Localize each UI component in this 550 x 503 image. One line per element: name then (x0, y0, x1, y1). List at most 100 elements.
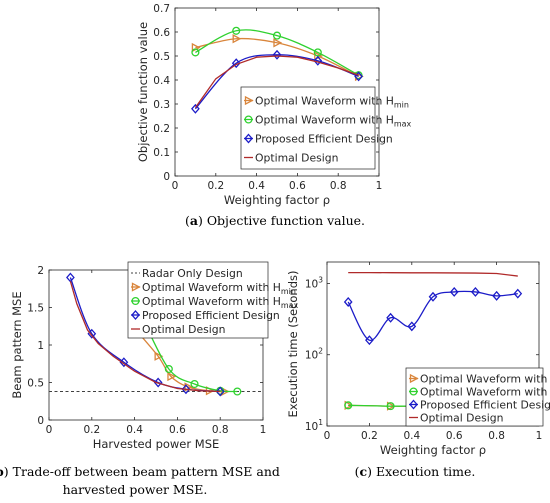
data-point-ped (119, 357, 129, 368)
legend-label-ped: Proposed Efficient Design (255, 133, 393, 146)
x-tick-label: 0.4 (403, 430, 420, 442)
y-axis-label: Execution time (Seconds) (286, 270, 300, 417)
data-point-hmin (167, 371, 177, 382)
legend-marker-hmin (131, 282, 141, 292)
y-tick-label: 0.5 (153, 51, 170, 63)
x-tick-label: 1 (260, 424, 267, 436)
x-axis-label: Weighting factor ρ (380, 443, 486, 457)
legend-label-hmax: Optimal Waveform with Hmax (255, 114, 412, 129)
data-point-ped (153, 377, 163, 388)
data-point-ped (215, 386, 225, 397)
y-tick-label: 0.3 (153, 99, 170, 111)
x-tick-label: 0 (172, 180, 179, 192)
legend-label-hmin: Optimal Waveform with Hmin (142, 281, 296, 296)
data-point-ped (343, 296, 353, 307)
series-line-hmax (140, 314, 238, 393)
data-point-ped (492, 290, 501, 301)
x-tick-label: 0 (46, 424, 53, 436)
series-line-opt (348, 271, 518, 277)
x-tick-label: 1 (376, 180, 383, 192)
data-point-hmin (273, 38, 283, 48)
legend-label-opt: Optimal Design (142, 323, 225, 336)
data-point-ped (365, 335, 374, 346)
series-line-hmin (195, 37, 359, 77)
x-tick-label: 0.8 (330, 180, 347, 192)
legend-box (405, 367, 544, 427)
y-tick-label: 0.6 (153, 27, 170, 39)
legend-marker-ped (131, 310, 140, 320)
legend-label-hmin: Optimal Waveform with Hmin (255, 95, 409, 110)
x-tick-label: 0.8 (212, 424, 229, 436)
legend-marker-hmin (244, 95, 254, 106)
x-tick-label: 0.6 (446, 430, 463, 442)
data-point-ped (272, 49, 282, 60)
panel-b-tradeoff: 0 0.2 0.4 0.6 0.8 1 0 0.5 1 1.5 2 Harvested power M… (10, 261, 299, 451)
y-tick-label: 102 (305, 347, 323, 362)
legend-label-opt: Optimal Design (255, 152, 338, 165)
caption-c: (c) Execution time. (355, 464, 476, 479)
data-point-hmax (191, 48, 200, 57)
y-tick-label: 103 (305, 275, 323, 290)
data-point-hmax (313, 48, 322, 57)
x-axis-label: Harvested power MSE (93, 437, 220, 451)
data-point-ped (191, 103, 200, 114)
data-point-ped (449, 286, 459, 297)
legend-marker-hmax (244, 115, 253, 124)
legend-marker-hmin (409, 373, 419, 384)
legend-label-hmin: Optimal Waveform with Hmin (420, 373, 550, 388)
y-tick-label: 101 (305, 418, 323, 433)
x-tick-label: 0.4 (126, 424, 143, 436)
legend-label-opt: Optimal Design (420, 412, 503, 425)
x-tick-label: 0.2 (83, 424, 100, 436)
y-tick-label: 0.7 (153, 3, 170, 15)
caption-b-line1: (b) Trade-off between beam pattern MSE a… (0, 464, 280, 479)
data-point-hmax (233, 387, 242, 396)
series-line-opt (194, 55, 359, 108)
legend-label-ped: Proposed Efficient Design (142, 309, 280, 322)
y-axis-label: Objective function value (136, 22, 150, 162)
data-point-hmax (190, 379, 199, 389)
y-tick-label: 0.1 (153, 147, 170, 159)
data-point-ped (354, 71, 363, 82)
panel-c-execution-time: 0 0.2 0.4 0.6 0.8 1 101 102 103 Weighting factor … (286, 261, 550, 457)
y-tick-label: 1.5 (27, 303, 44, 315)
x-tick-label: 0.8 (488, 430, 505, 442)
x-tick-label: 0.2 (361, 430, 378, 442)
data-point-hmax (386, 402, 395, 411)
series-line-ped (194, 54, 359, 110)
series-line-hmax (195, 29, 359, 76)
x-tick-label: 0.4 (248, 180, 265, 192)
plot-frame-a (174, 7, 380, 177)
caption-b-line2: harvested power MSE. (63, 482, 208, 497)
x-tick-label: 1 (536, 430, 543, 442)
legend-marker-ped (409, 399, 418, 410)
series-line-ped (347, 290, 518, 341)
panel-a-objective-function: 0 0.2 0.4 0.6 0.8 1 0 0.1 0.2 0.3 0.4 0.5 0.6 0.7 Weig… (136, 3, 412, 207)
data-point-hmax (344, 401, 353, 410)
legend-marker-hmax (131, 296, 140, 306)
data-point-ped (181, 384, 191, 395)
x-axis-label: Weighting factor ρ (224, 193, 330, 207)
data-point-hmin (232, 34, 242, 44)
legend-box (127, 261, 269, 339)
y-tick-label: 1 (37, 340, 44, 352)
data-point-ped (428, 291, 438, 302)
data-point-hmax (272, 31, 282, 40)
data-point-ped (231, 58, 241, 69)
y-axis-label: Beam pattern MSE (10, 291, 24, 398)
legend-box (240, 86, 376, 170)
legend-a: Optimal Waveform with Hmin Optimal Wavefo… (240, 86, 412, 170)
series-line-opt (69, 281, 221, 393)
x-tick-label: 0.6 (169, 424, 186, 436)
data-point-hmin (154, 351, 164, 361)
legend-label-hmax: Optimal Waveform with Hmax (142, 295, 299, 310)
legend-label-hmax: Optimal Waveform with Hmax (420, 386, 550, 401)
y-tick-label: 0.2 (153, 123, 170, 135)
data-point-ped (386, 312, 395, 323)
data-point-hmax (232, 26, 241, 35)
y-tick-label: 2 (37, 265, 44, 277)
x-tick-label: 0 (324, 430, 331, 442)
y-tick-label: 0 (163, 171, 170, 183)
